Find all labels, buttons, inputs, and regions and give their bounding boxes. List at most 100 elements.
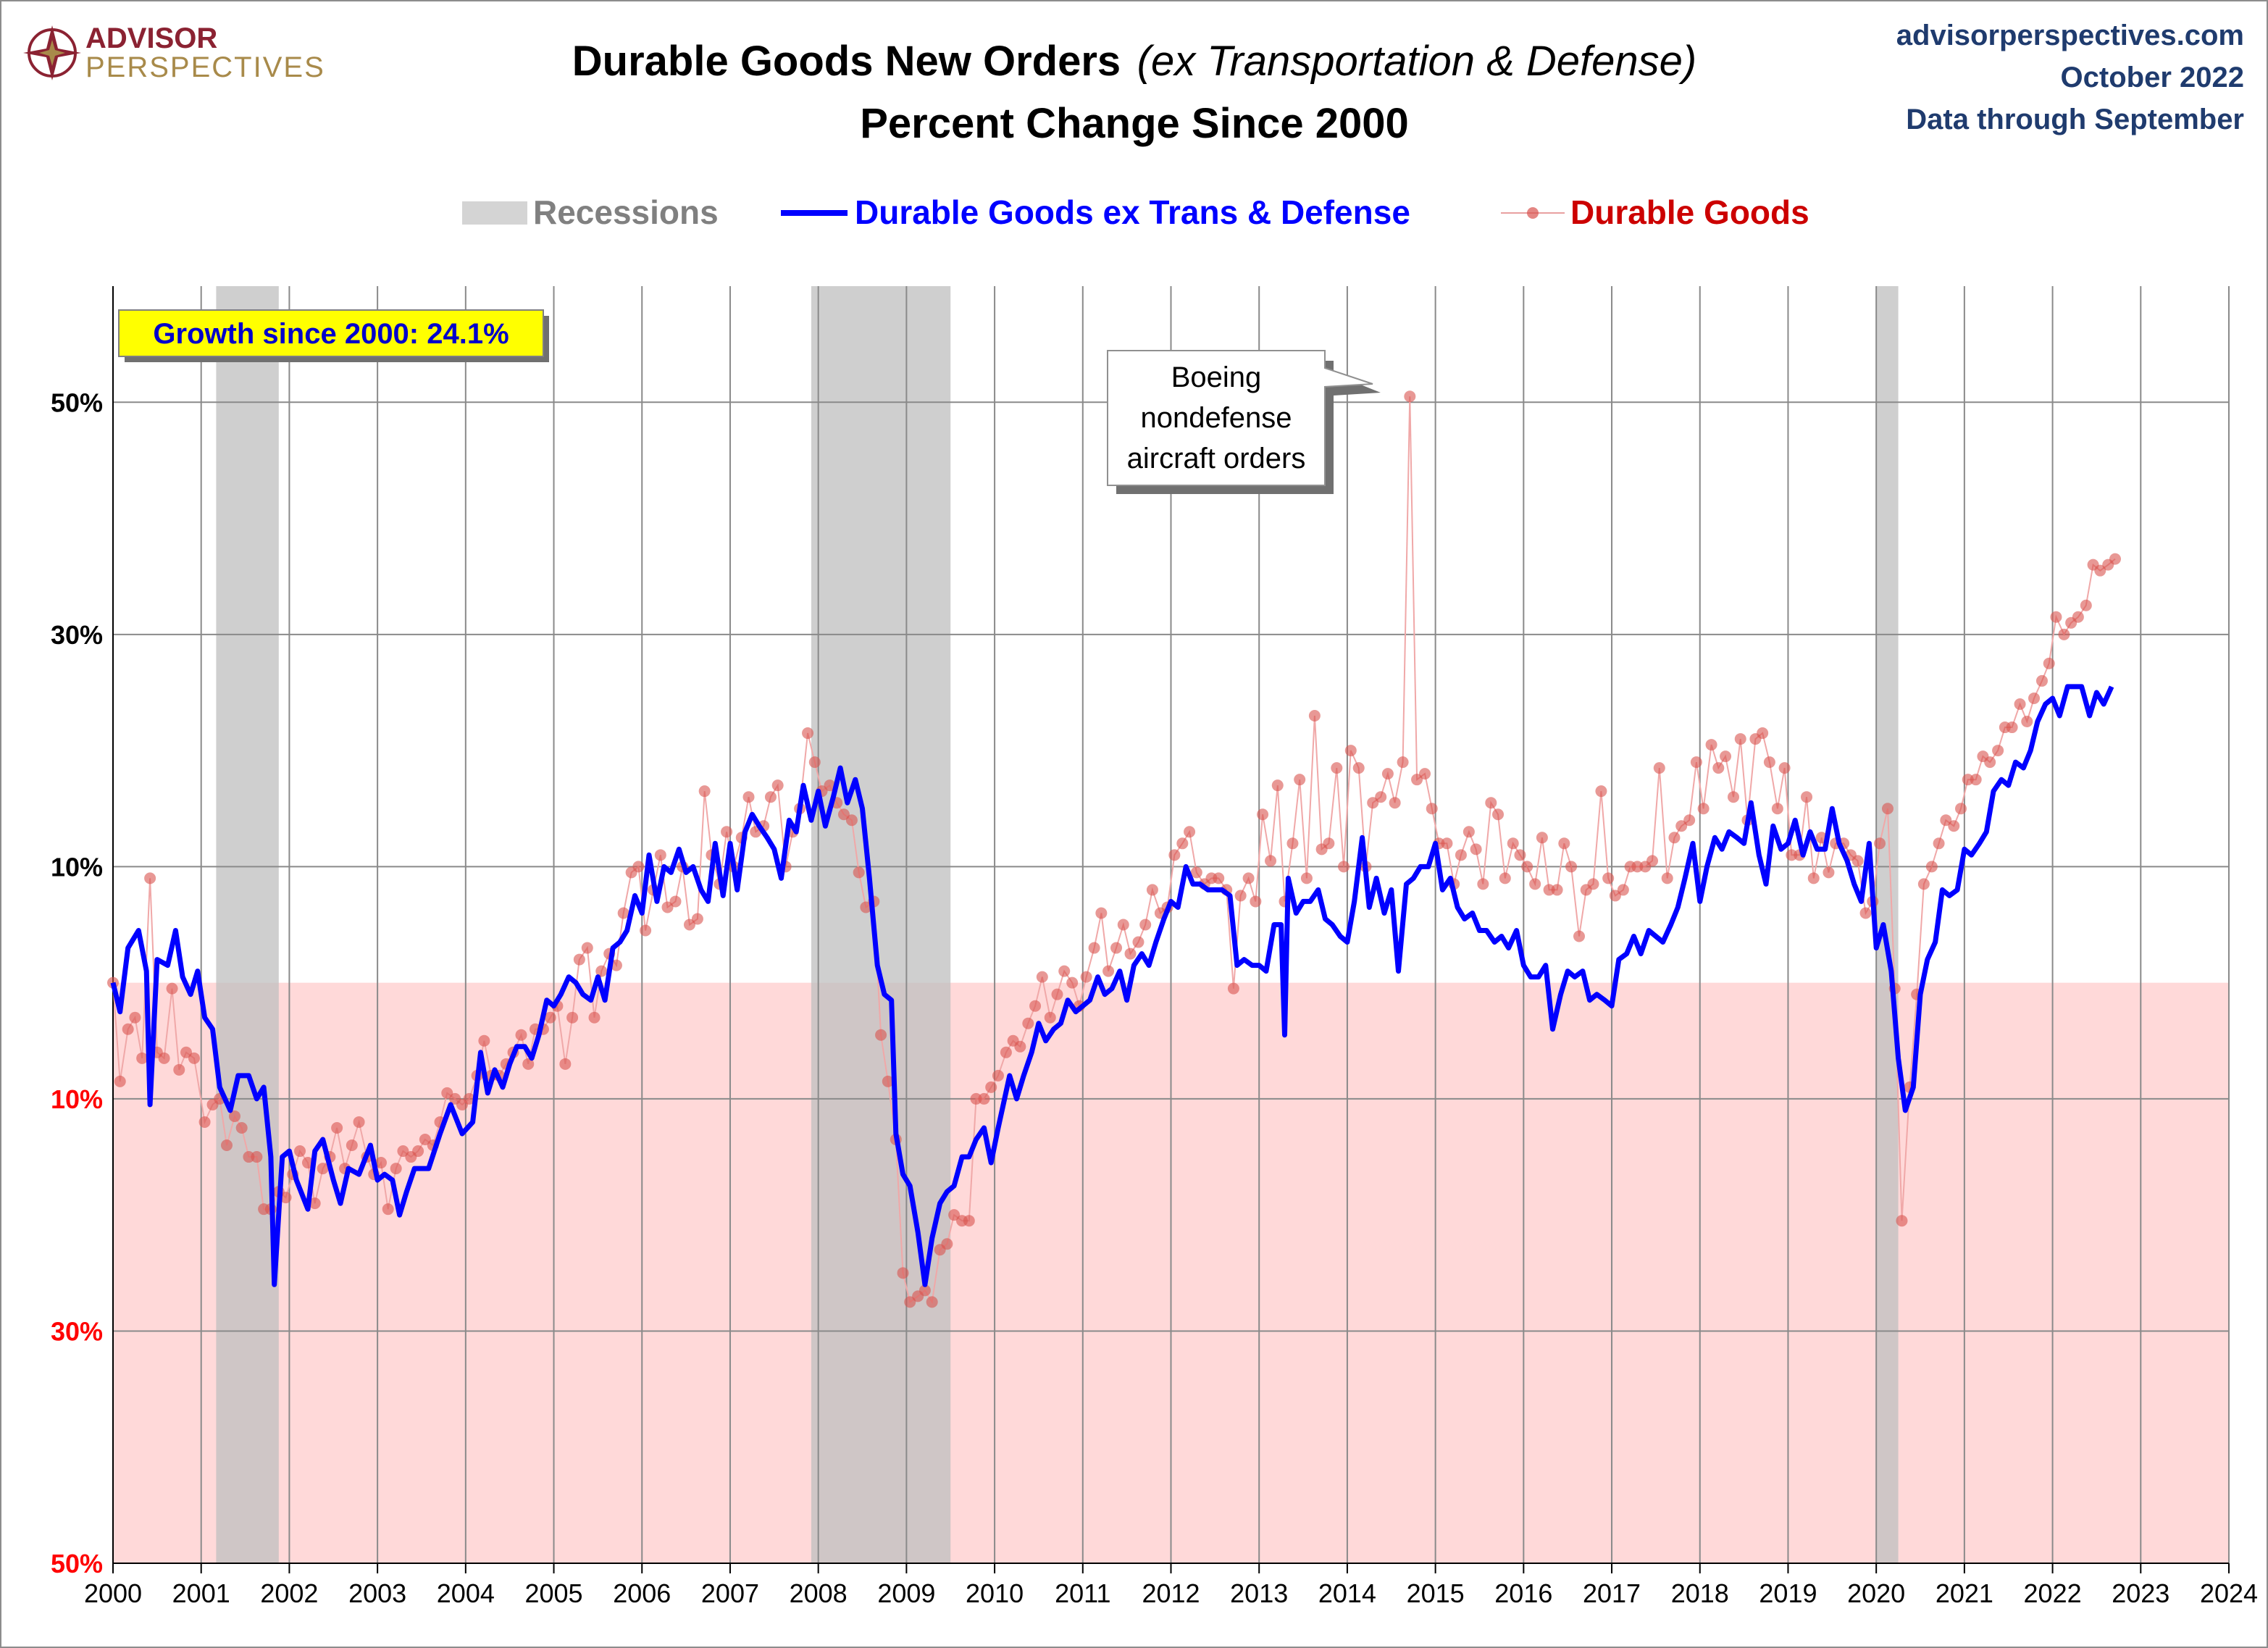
x-tick-label: 2005 [524, 1578, 582, 1608]
legend-series2: Durable Goods [1570, 193, 1809, 231]
durable-goods-point [845, 814, 858, 827]
durable-goods-point [382, 1203, 394, 1216]
durable-goods-point [1962, 774, 1974, 786]
durable-goods-point [581, 942, 593, 954]
durable-goods-point [1573, 930, 1586, 942]
durable-goods-point [1168, 849, 1181, 861]
durable-goods-point [1807, 872, 1820, 884]
x-tick-label: 2010 [966, 1578, 1024, 1608]
durable-goods-point [122, 1023, 134, 1035]
durable-goods-point [251, 1151, 263, 1163]
durable-goods-point [985, 1081, 997, 1093]
durable-goods-point [243, 1151, 255, 1163]
durable-goods-point [1529, 878, 1541, 890]
y-tick-label: 50% [51, 1549, 103, 1578]
durable-goods-point [1631, 861, 1644, 873]
durable-goods-point [2021, 716, 2033, 728]
durable-goods-point [1426, 803, 1438, 815]
durable-goods-point [1088, 942, 1100, 954]
durable-goods-point [1734, 733, 1746, 745]
x-tick-label: 2023 [2112, 1578, 2169, 1608]
durable-goods-point [1389, 797, 1401, 809]
durable-goods-point [1029, 1000, 1042, 1012]
durable-goods-point [1044, 1011, 1056, 1024]
callout-line2: nondefense [1140, 402, 1292, 434]
durable-goods-point [1984, 756, 1996, 769]
durable-goods-point [978, 1092, 990, 1105]
durable-goods-point [235, 1121, 248, 1134]
durable-goods-point [1331, 762, 1343, 774]
legend-recession-swatch [462, 201, 527, 225]
durable-goods-point [1470, 843, 1482, 856]
durable-goods-point [1917, 878, 1930, 890]
x-tick-label: 2011 [1055, 1578, 1110, 1608]
series-durable-goods-ex-trans-defense [110, 684, 2114, 1287]
durable-goods-point [853, 866, 865, 879]
durable-goods-point [1036, 971, 1048, 983]
durable-goods-point [1250, 895, 1262, 908]
durable-goods-point [837, 808, 850, 821]
recession-band [1876, 286, 1899, 1563]
durable-goods-point [588, 1011, 601, 1024]
durable-goods-point [1874, 837, 1886, 850]
durable-goods-point [1925, 861, 1938, 873]
source-date: October 2022 [2061, 62, 2244, 93]
durable-goods-point [1558, 837, 1570, 850]
growth-annotation: Growth since 2000: 24.1% [118, 309, 549, 362]
durable-goods-point [1587, 878, 1599, 890]
durable-goods-point [1344, 745, 1357, 757]
durable-goods-point [904, 1296, 916, 1308]
durable-goods-point [390, 1163, 402, 1175]
durable-goods-point [1727, 791, 1739, 803]
durable-goods-point [412, 1145, 424, 1158]
durable-goods-point [1940, 814, 1952, 827]
logo-line1: ADVISOR [85, 22, 217, 54]
logo: ADVISOR PERSPECTIVES [23, 22, 325, 83]
durable-goods-point [1778, 762, 1791, 774]
x-tick-label: 2022 [2024, 1578, 2082, 1608]
durable-goods-point [1948, 820, 1960, 832]
durable-goods-point [1190, 866, 1202, 879]
durable-goods-point [2006, 721, 2018, 734]
durable-goods-point [1132, 936, 1145, 948]
durable-goods-point [1242, 872, 1255, 884]
series-durable-goods [107, 390, 2121, 1308]
durable-goods-point [1646, 855, 1659, 867]
durable-goods-point [1697, 803, 1710, 815]
durable-goods-point [173, 1063, 185, 1076]
durable-goods-point [1970, 774, 1982, 786]
x-tick-label: 2002 [260, 1578, 318, 1608]
durable-goods-point [1294, 774, 1306, 786]
durable-goods-point [992, 1069, 1004, 1082]
durable-goods-point [1184, 826, 1196, 838]
logo-line2: PERSPECTIVES [85, 51, 325, 83]
durable-goods-point [1124, 948, 1137, 960]
durable-goods-point [617, 907, 629, 919]
title-main: Durable Goods New Orders [572, 38, 1121, 85]
durable-goods-point [1763, 756, 1775, 769]
durable-goods-point [353, 1116, 365, 1128]
axes: 50%30%10%10%30%50%2000 2001 2002 2003 2004 20… [51, 286, 2258, 1608]
durable-goods-point [1801, 791, 1813, 803]
x-tick-label: 2017 [1583, 1578, 1641, 1608]
durable-goods-point [1308, 710, 1321, 722]
durable-goods-point [1609, 890, 1621, 902]
legend-series2-marker [1527, 207, 1539, 219]
legend-recessions: Recessions [533, 193, 719, 231]
durable-goods-point [180, 1046, 193, 1058]
durable-goods-point [1514, 849, 1526, 861]
durable-goods-point [610, 959, 622, 971]
durable-goods-point [1419, 768, 1431, 780]
durable-goods-point [875, 1029, 887, 1041]
durable-goods-point [566, 1011, 579, 1024]
durable-goods-point [1117, 919, 1129, 931]
durable-goods-point [228, 1110, 240, 1122]
durable-goods-point [1617, 884, 1629, 896]
durable-goods-point [129, 1011, 141, 1024]
x-tick-label: 2024 [2200, 1578, 2258, 1608]
durable-goods-point [1051, 988, 1063, 1000]
durable-goods-point [1683, 814, 1696, 827]
durable-goods-point [559, 1058, 572, 1070]
durable-goods-point [317, 1163, 329, 1175]
durable-goods-point [294, 1145, 306, 1158]
